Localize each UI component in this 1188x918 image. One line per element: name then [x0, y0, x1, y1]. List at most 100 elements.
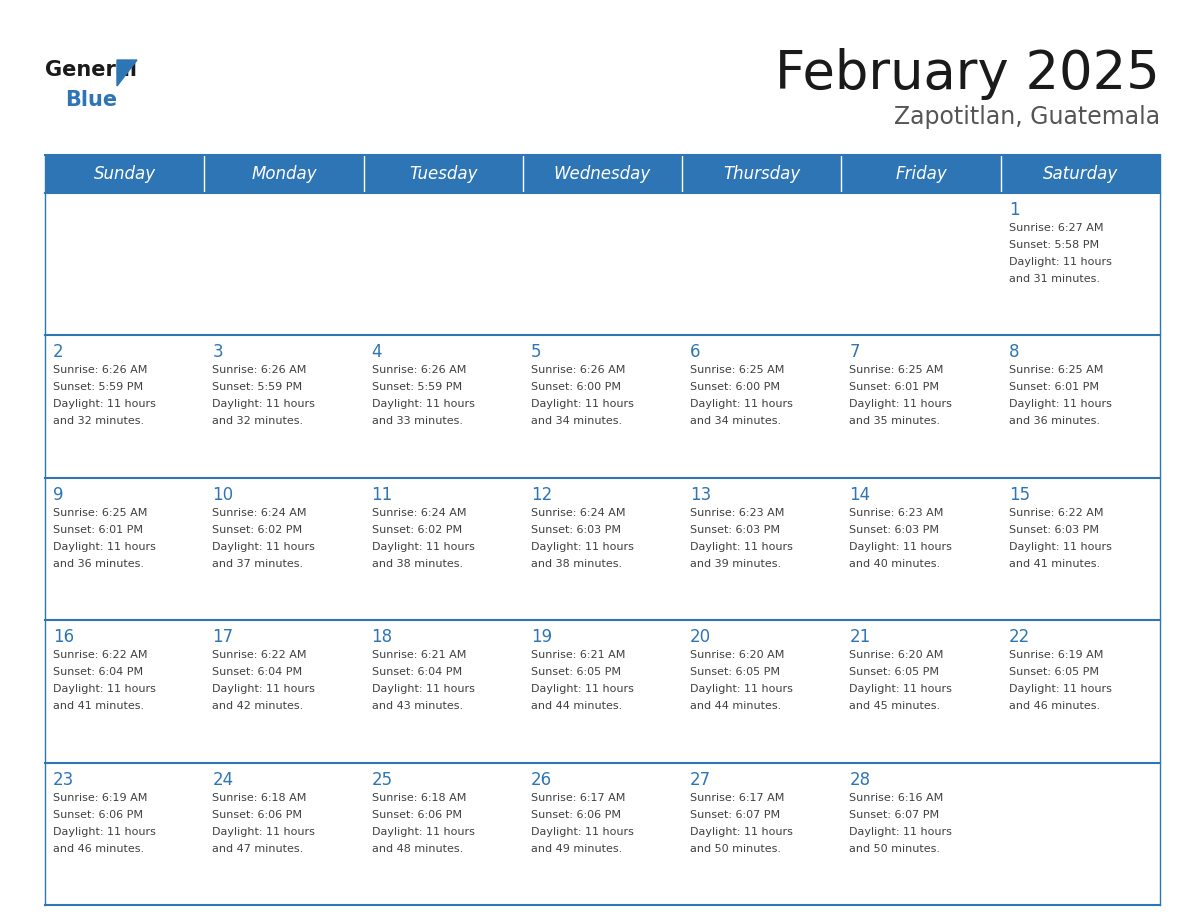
Bar — [364, 335, 523, 477]
Text: Sunrise: 6:20 AM: Sunrise: 6:20 AM — [690, 650, 784, 660]
Bar — [523, 477, 682, 621]
Bar — [841, 477, 1000, 621]
Bar — [364, 193, 523, 335]
Text: Sunset: 6:07 PM: Sunset: 6:07 PM — [849, 810, 940, 820]
Text: Sunset: 6:02 PM: Sunset: 6:02 PM — [372, 525, 462, 535]
Text: 23: 23 — [53, 770, 74, 789]
Text: 11: 11 — [372, 486, 393, 504]
Text: Monday: Monday — [251, 165, 317, 183]
Text: and 33 minutes.: and 33 minutes. — [372, 417, 462, 426]
Text: and 35 minutes.: and 35 minutes. — [849, 417, 941, 426]
Text: 3: 3 — [213, 343, 223, 362]
Text: Daylight: 11 hours: Daylight: 11 hours — [213, 684, 315, 694]
Text: Sunset: 6:05 PM: Sunset: 6:05 PM — [690, 667, 781, 677]
Bar — [1000, 155, 1159, 193]
Text: 9: 9 — [53, 486, 63, 504]
Text: Sunrise: 6:26 AM: Sunrise: 6:26 AM — [213, 365, 307, 375]
Text: and 50 minutes.: and 50 minutes. — [690, 844, 782, 854]
Text: February 2025: February 2025 — [776, 48, 1159, 100]
Text: and 48 minutes.: and 48 minutes. — [372, 844, 463, 854]
Text: Sunrise: 6:26 AM: Sunrise: 6:26 AM — [531, 365, 625, 375]
Bar — [204, 477, 364, 621]
Text: Daylight: 11 hours: Daylight: 11 hours — [690, 826, 794, 836]
Text: Sunrise: 6:18 AM: Sunrise: 6:18 AM — [213, 792, 307, 802]
Text: Sunset: 6:05 PM: Sunset: 6:05 PM — [531, 667, 621, 677]
Text: Daylight: 11 hours: Daylight: 11 hours — [690, 684, 794, 694]
Text: 1: 1 — [1009, 201, 1019, 219]
Text: 17: 17 — [213, 628, 233, 646]
Text: and 45 minutes.: and 45 minutes. — [849, 701, 941, 711]
Text: Sunset: 6:07 PM: Sunset: 6:07 PM — [690, 810, 781, 820]
Text: Daylight: 11 hours: Daylight: 11 hours — [849, 826, 953, 836]
Text: Sunset: 6:05 PM: Sunset: 6:05 PM — [849, 667, 940, 677]
Text: Sunrise: 6:26 AM: Sunrise: 6:26 AM — [53, 365, 147, 375]
Text: Blue: Blue — [65, 90, 118, 110]
Text: and 40 minutes.: and 40 minutes. — [849, 559, 941, 569]
Text: Daylight: 11 hours: Daylight: 11 hours — [849, 542, 953, 552]
Text: Sunset: 6:01 PM: Sunset: 6:01 PM — [1009, 383, 1099, 392]
Bar — [682, 155, 841, 193]
Text: 15: 15 — [1009, 486, 1030, 504]
Bar — [523, 621, 682, 763]
Bar — [45, 763, 204, 905]
Text: and 49 minutes.: and 49 minutes. — [531, 844, 623, 854]
Text: Sunrise: 6:20 AM: Sunrise: 6:20 AM — [849, 650, 943, 660]
Text: 10: 10 — [213, 486, 233, 504]
Text: Sunset: 6:06 PM: Sunset: 6:06 PM — [53, 810, 143, 820]
Bar — [204, 621, 364, 763]
Text: Sunset: 5:59 PM: Sunset: 5:59 PM — [53, 383, 143, 392]
Text: 2: 2 — [53, 343, 64, 362]
Text: Daylight: 11 hours: Daylight: 11 hours — [531, 542, 633, 552]
Text: 19: 19 — [531, 628, 552, 646]
Text: 26: 26 — [531, 770, 552, 789]
Bar — [841, 155, 1000, 193]
Text: Daylight: 11 hours: Daylight: 11 hours — [213, 542, 315, 552]
Text: 5: 5 — [531, 343, 542, 362]
Bar — [45, 155, 204, 193]
Text: and 32 minutes.: and 32 minutes. — [213, 417, 303, 426]
Text: Sunset: 6:05 PM: Sunset: 6:05 PM — [1009, 667, 1099, 677]
Text: Friday: Friday — [896, 165, 947, 183]
Bar — [45, 193, 204, 335]
Bar — [1000, 763, 1159, 905]
Text: General: General — [45, 60, 137, 80]
Text: Sunrise: 6:17 AM: Sunrise: 6:17 AM — [690, 792, 784, 802]
Text: Daylight: 11 hours: Daylight: 11 hours — [690, 399, 794, 409]
Text: Daylight: 11 hours: Daylight: 11 hours — [372, 684, 474, 694]
Bar — [523, 193, 682, 335]
Text: Daylight: 11 hours: Daylight: 11 hours — [531, 826, 633, 836]
Text: and 38 minutes.: and 38 minutes. — [531, 559, 623, 569]
Text: Zapotitlan, Guatemala: Zapotitlan, Guatemala — [893, 105, 1159, 129]
Bar — [364, 477, 523, 621]
Text: 24: 24 — [213, 770, 233, 789]
Text: Sunrise: 6:24 AM: Sunrise: 6:24 AM — [213, 508, 307, 518]
Bar — [45, 335, 204, 477]
Text: 7: 7 — [849, 343, 860, 362]
Bar — [1000, 621, 1159, 763]
Text: and 43 minutes.: and 43 minutes. — [372, 701, 462, 711]
Text: Saturday: Saturday — [1043, 165, 1118, 183]
Text: Daylight: 11 hours: Daylight: 11 hours — [1009, 542, 1112, 552]
Text: Sunset: 6:03 PM: Sunset: 6:03 PM — [849, 525, 940, 535]
Text: and 50 minutes.: and 50 minutes. — [849, 844, 941, 854]
Bar — [1000, 477, 1159, 621]
Text: Daylight: 11 hours: Daylight: 11 hours — [372, 399, 474, 409]
Text: 14: 14 — [849, 486, 871, 504]
Text: and 46 minutes.: and 46 minutes. — [53, 844, 144, 854]
Text: and 47 minutes.: and 47 minutes. — [213, 844, 304, 854]
Text: Sunrise: 6:19 AM: Sunrise: 6:19 AM — [53, 792, 147, 802]
Text: 22: 22 — [1009, 628, 1030, 646]
Text: 6: 6 — [690, 343, 701, 362]
Text: Sunrise: 6:22 AM: Sunrise: 6:22 AM — [213, 650, 307, 660]
Text: Sunrise: 6:25 AM: Sunrise: 6:25 AM — [1009, 365, 1104, 375]
Bar — [1000, 193, 1159, 335]
Bar — [204, 335, 364, 477]
Text: 13: 13 — [690, 486, 712, 504]
Text: Daylight: 11 hours: Daylight: 11 hours — [1009, 399, 1112, 409]
Bar — [204, 763, 364, 905]
Bar — [841, 335, 1000, 477]
Text: and 36 minutes.: and 36 minutes. — [53, 559, 144, 569]
Text: Daylight: 11 hours: Daylight: 11 hours — [690, 542, 794, 552]
Bar — [204, 193, 364, 335]
Text: 21: 21 — [849, 628, 871, 646]
